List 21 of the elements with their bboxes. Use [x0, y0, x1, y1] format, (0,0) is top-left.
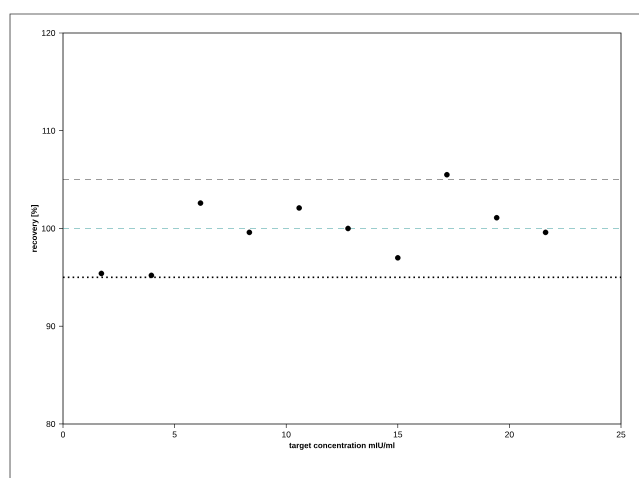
point [198, 200, 204, 206]
point [444, 172, 450, 178]
x-tick-label: 15 [394, 432, 402, 438]
point [98, 270, 104, 276]
point [542, 230, 548, 236]
x-tick-label: 25 [616, 432, 626, 438]
y-tick-label: 100 [42, 225, 56, 232]
x-tick-label: 20 [505, 432, 514, 438]
point [345, 226, 351, 232]
point [148, 272, 154, 278]
point [246, 230, 252, 236]
y-tick-label: 90 [46, 323, 56, 330]
x-tick-label: 0 [60, 432, 66, 438]
x-tick-label: 5 [172, 432, 177, 438]
point [494, 214, 500, 221]
y-tick-label: 110 [42, 128, 56, 134]
x-tick-label: 10 [282, 432, 291, 438]
point [296, 205, 302, 211]
y-tick-label: 80 [46, 420, 56, 427]
y-tick-label: 120 [42, 30, 56, 36]
point [395, 255, 401, 261]
